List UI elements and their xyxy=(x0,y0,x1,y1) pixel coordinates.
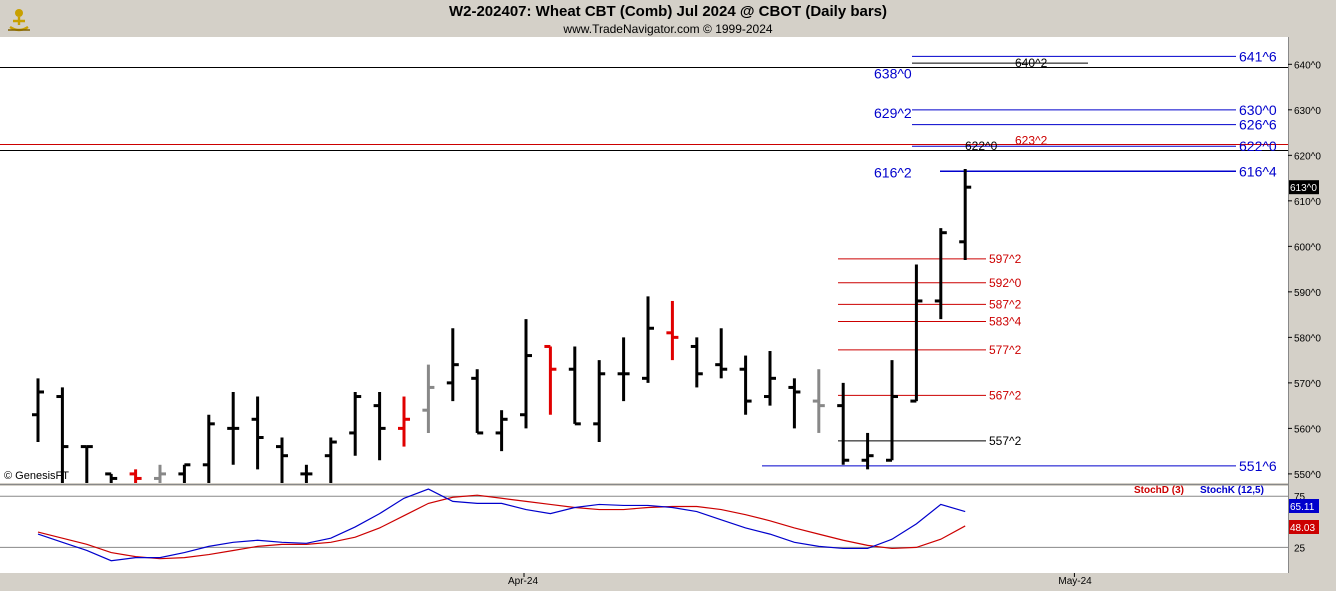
stoch-panel-bg xyxy=(0,486,1288,573)
red-level-label: 583^4 xyxy=(989,314,1022,328)
y-tick-label: 580^0 xyxy=(1294,333,1321,344)
stoch-last-badge xyxy=(1289,499,1319,513)
ohlc-bar xyxy=(934,228,947,320)
ohlc-bar xyxy=(666,300,679,361)
ohlc-bar xyxy=(617,337,630,402)
ohlc-bar xyxy=(324,437,337,483)
stoch-d-legend: StochD (3) xyxy=(1134,485,1184,496)
chart-subtitle: www.TradeNavigator.com © 1999-2024 xyxy=(563,22,773,36)
blue-level-left-label: 638^0 xyxy=(874,65,912,81)
ohlc-bar xyxy=(739,355,752,415)
x-tick-label: Apr-24 xyxy=(508,576,538,587)
blue-level-label: 641^6 xyxy=(1239,48,1277,64)
ohlc-bar xyxy=(105,472,118,483)
stoch-k-legend: StochK (12,5) xyxy=(1200,485,1264,496)
ohlc-bar xyxy=(251,396,264,470)
y-tick-label: 630^0 xyxy=(1294,106,1321,117)
y-tick-label: 610^0 xyxy=(1294,197,1321,208)
y-tick-label: 620^0 xyxy=(1294,151,1321,162)
red-level-label: 597^2 xyxy=(989,252,1022,266)
stoch-series-line xyxy=(37,494,966,560)
price-axis: 550^0 560^0 570^0 580^0 590^0 600^0 610^0 620^0… xyxy=(1288,60,1321,481)
black-level-label: 622^0 xyxy=(965,139,998,153)
ohlc-bar xyxy=(568,346,581,426)
red-level-label: 577^2 xyxy=(989,343,1022,357)
ohlc-bar xyxy=(422,364,435,433)
blue-level-label: 630^0 xyxy=(1239,102,1277,118)
ohlc-bar xyxy=(837,382,850,465)
red-level-label: 623^2 xyxy=(1015,134,1048,148)
ohlc-bar xyxy=(520,319,532,429)
black-level-label: 557^2 xyxy=(989,434,1022,448)
ohlc-bar xyxy=(276,437,288,483)
chart-title: W2-202407: Wheat CBT (Comb) Jul 2024 @ C… xyxy=(448,3,888,20)
ohlc-bar xyxy=(154,464,166,483)
stoch-tick-label: 25 xyxy=(1294,543,1306,554)
ohlc-bar xyxy=(471,369,484,435)
ohlc-bar xyxy=(349,391,362,456)
stoch-last-badge xyxy=(1289,520,1319,534)
blue-level-label: 616^4 xyxy=(1239,163,1277,179)
ohlc-bar xyxy=(690,337,703,388)
stoch-last-label: 65.11 xyxy=(1290,502,1315,513)
blue-level-label: 622^0 xyxy=(1239,138,1277,154)
ohlc-bar xyxy=(495,410,508,452)
last-price-badge xyxy=(1289,180,1319,195)
stochastic-panel: 25 75 48.03 65.11 StochD (3) StochK (12,5) xyxy=(0,485,1319,562)
ohlc-bar xyxy=(910,264,923,403)
ohlc-bar xyxy=(861,432,874,470)
ohlc-bar xyxy=(715,328,728,379)
blue-level-left-label: 616^2 xyxy=(874,164,912,180)
y-tick-label: 560^0 xyxy=(1294,424,1321,435)
ohlc-bar xyxy=(227,391,240,465)
time-axis: Apr-24 May-24 xyxy=(508,573,1092,587)
ohlc-bar xyxy=(764,351,776,406)
ohlc-bar xyxy=(642,296,654,383)
ohlc-bar xyxy=(886,360,898,462)
ohlc-bar xyxy=(398,396,410,447)
stoch-series-line xyxy=(37,488,966,562)
blue-level-label: 626^6 xyxy=(1239,117,1277,133)
ohlc-bar xyxy=(80,445,93,483)
red-level-label: 587^2 xyxy=(989,297,1022,311)
y-tick-label: 600^0 xyxy=(1294,242,1321,253)
ohlc-bar xyxy=(544,344,557,415)
ohlc-bar xyxy=(129,469,142,483)
ohlc-bar xyxy=(593,360,606,443)
ohlc-bar xyxy=(446,328,459,402)
y-tick-label: 550^0 xyxy=(1294,470,1321,481)
ohlc-bar xyxy=(202,414,215,483)
blue-level-left-label: 629^2 xyxy=(874,105,912,121)
ohlc-bar xyxy=(32,378,44,443)
red-level-label: 592^0 xyxy=(989,276,1022,290)
price-panel-bg xyxy=(0,37,1288,483)
genesis-logo-icon xyxy=(4,3,34,33)
price-bars xyxy=(32,168,972,483)
blue-level-label: 551^6 xyxy=(1239,458,1277,474)
axis-area xyxy=(1288,37,1336,591)
red-level-label: 567^2 xyxy=(989,388,1022,402)
ohlc-bar xyxy=(56,387,69,483)
ohlc-bar xyxy=(178,463,191,483)
y-tick-label: 570^0 xyxy=(1294,379,1321,390)
stoch-tick-label: 75 xyxy=(1294,492,1306,503)
ohlc-bar xyxy=(300,464,313,483)
stoch-last-label: 48.03 xyxy=(1290,523,1315,534)
genesis-watermark: © GenesisFT xyxy=(4,470,69,482)
ohlc-bar xyxy=(959,168,972,260)
ohlc-bar xyxy=(812,369,825,433)
last-price-label: 613^0 xyxy=(1290,183,1317,194)
ohlc-bar xyxy=(788,378,801,429)
y-tick-label: 590^0 xyxy=(1294,288,1321,299)
ohlc-bar xyxy=(373,391,386,461)
black-level-label: 640^2 xyxy=(1015,56,1048,70)
x-tick-label: May-24 xyxy=(1058,576,1092,587)
chart-header: W2-202407: Wheat CBT (Comb) Jul 2024 @ C… xyxy=(0,0,1336,37)
y-tick-label: 640^0 xyxy=(1294,60,1321,71)
